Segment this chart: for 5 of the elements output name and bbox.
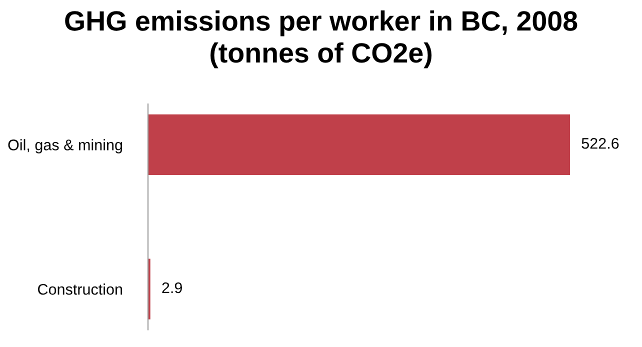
data-label: 2.9 <box>162 282 182 294</box>
data-label: 522.6 <box>582 138 619 149</box>
y-tick-label: Oil, gas & mining <box>8 139 122 154</box>
chart-title: GHG emissions per worker in BC, 2008 (tonnes of CO2e) <box>65 10 578 68</box>
y-tick-label: Construction <box>38 284 122 295</box>
